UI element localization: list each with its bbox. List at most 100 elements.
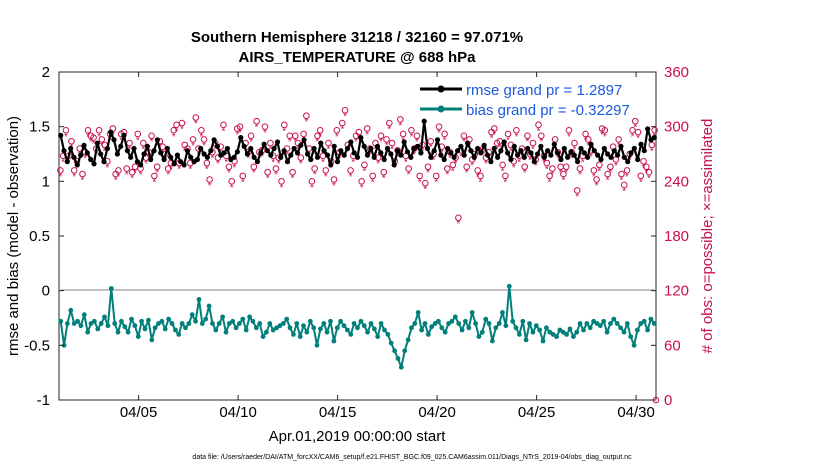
rmse-point: [254, 159, 260, 165]
rmse-point: [251, 154, 257, 160]
obs-assimilated-marker: *: [92, 139, 96, 150]
obs-possible-marker: [535, 121, 542, 129]
obs-possible-marker: [347, 167, 354, 174]
bias-point: [243, 327, 249, 333]
bias-point: [169, 321, 175, 326]
bias-point: [334, 325, 340, 331]
rmse-point: [261, 141, 267, 147]
obs-assimilated-marker: *: [144, 159, 148, 170]
obs-possible-marker: [499, 161, 506, 169]
obs-assimilated-marker: *: [412, 150, 416, 161]
rmse-point: [58, 132, 64, 138]
rmse-point: [304, 151, 311, 157]
rmse-point: [368, 145, 374, 152]
rmse-point: [78, 152, 84, 158]
obs-possible-marker: [128, 168, 136, 176]
obs-assimilated-marker: *: [597, 166, 601, 177]
bias-point: [645, 327, 650, 333]
obs-assimilated-marker: *: [362, 166, 366, 177]
obs-assimilated-marker: *: [183, 146, 187, 157]
rmse-point: [358, 135, 364, 141]
bias-point: [270, 327, 276, 333]
obs-assimilated-marker: *: [208, 181, 212, 192]
rmse-point: [81, 142, 87, 148]
obs-possible-marker: [355, 128, 363, 136]
obs-assimilated-marker: *: [462, 137, 466, 148]
obs-possible-marker: [623, 167, 631, 174]
rmse-point: [651, 135, 657, 141]
bias-point: [210, 321, 215, 326]
bias-point: [318, 326, 323, 332]
obs-assimilated-marker: *: [495, 145, 499, 156]
x-tick-label: 04/15: [319, 404, 357, 421]
bias-point: [540, 338, 546, 344]
bias-point: [230, 318, 236, 324]
bias-point: [206, 303, 212, 309]
obs-assimilated-marker: *: [213, 145, 217, 156]
right-y-tick-label: 0: [664, 392, 672, 409]
bias-point: [199, 321, 205, 326]
rmse-point: [161, 156, 167, 163]
obs-possible-marker: [115, 167, 122, 174]
obs-assimilated-marker: *: [313, 170, 317, 181]
rmse-point: [111, 137, 117, 143]
obs-possible-marker: [521, 163, 529, 171]
obs-possible-marker: [95, 127, 103, 134]
legend: rmse grand pr = 1.2897 bias grand pr = -…: [420, 82, 630, 119]
obs-possible-marker: [524, 132, 531, 140]
bias-point: [162, 326, 168, 332]
obs-possible-marker: [421, 179, 429, 187]
obs-assimilated-marker: *: [61, 157, 65, 168]
obs-assimilated-marker: *: [484, 159, 488, 170]
obs-possible-marker: [151, 172, 158, 180]
obs-assimilated-marker: *: [282, 126, 286, 137]
rmse-point: [148, 156, 154, 163]
obs-assimilated-marker: *: [415, 137, 419, 148]
rmse-point: [558, 156, 564, 163]
obs-possible-marker: [338, 119, 346, 127]
obs-possible-marker: [358, 178, 365, 185]
obs-possible-marker: [322, 167, 330, 174]
obs-assimilated-marker: *: [89, 137, 93, 148]
rmse-point: [308, 156, 314, 163]
obs-possible-marker: [189, 136, 197, 143]
bias-point: [614, 321, 620, 326]
rmse-point: [621, 154, 627, 160]
bias-point: [631, 342, 637, 348]
bias-point: [297, 334, 303, 339]
bias-point: [398, 364, 404, 370]
obs-assimilated-marker: *: [335, 132, 339, 143]
obs-possible-marker: [272, 165, 280, 172]
obs-assimilated-marker: *: [592, 172, 596, 183]
obs-possible-marker: [70, 167, 78, 174]
rmse-point: [201, 151, 207, 157]
rmse-point: [475, 145, 481, 152]
obs-assimilated-marker: *: [456, 219, 460, 230]
obs-assimilated-marker: *: [150, 137, 154, 148]
obs-assimilated-marker: *: [103, 146, 107, 157]
bias-point: [348, 332, 354, 337]
rmse-point: [598, 156, 604, 163]
bias-point: [253, 325, 259, 331]
rmse-point: [568, 149, 574, 155]
obs-assimilated-marker: *: [509, 146, 513, 157]
rmse-point: [314, 154, 321, 160]
rmse-point: [548, 152, 554, 158]
obs-assimilated-marker: *: [387, 124, 391, 135]
bias-point: [112, 321, 118, 326]
obs-assimilated-marker: *: [199, 132, 203, 143]
rmse-point: [64, 159, 70, 165]
bias-point: [88, 321, 94, 326]
rmse-point: [508, 156, 514, 163]
left-y-tick-label: -1: [37, 392, 50, 409]
rmse-point: [181, 162, 187, 168]
rmse-point: [374, 143, 381, 149]
obs-assimilated-marker: *: [498, 143, 502, 154]
obs-assimilated-marker: *: [589, 152, 593, 163]
obs-assimilated-marker: *: [501, 166, 505, 177]
obs-assimilated-marker: *: [506, 135, 510, 146]
obs-assimilated-marker: *: [528, 155, 532, 166]
bias-point: [321, 321, 327, 326]
bias-point: [237, 321, 242, 326]
bias-point: [314, 342, 320, 348]
